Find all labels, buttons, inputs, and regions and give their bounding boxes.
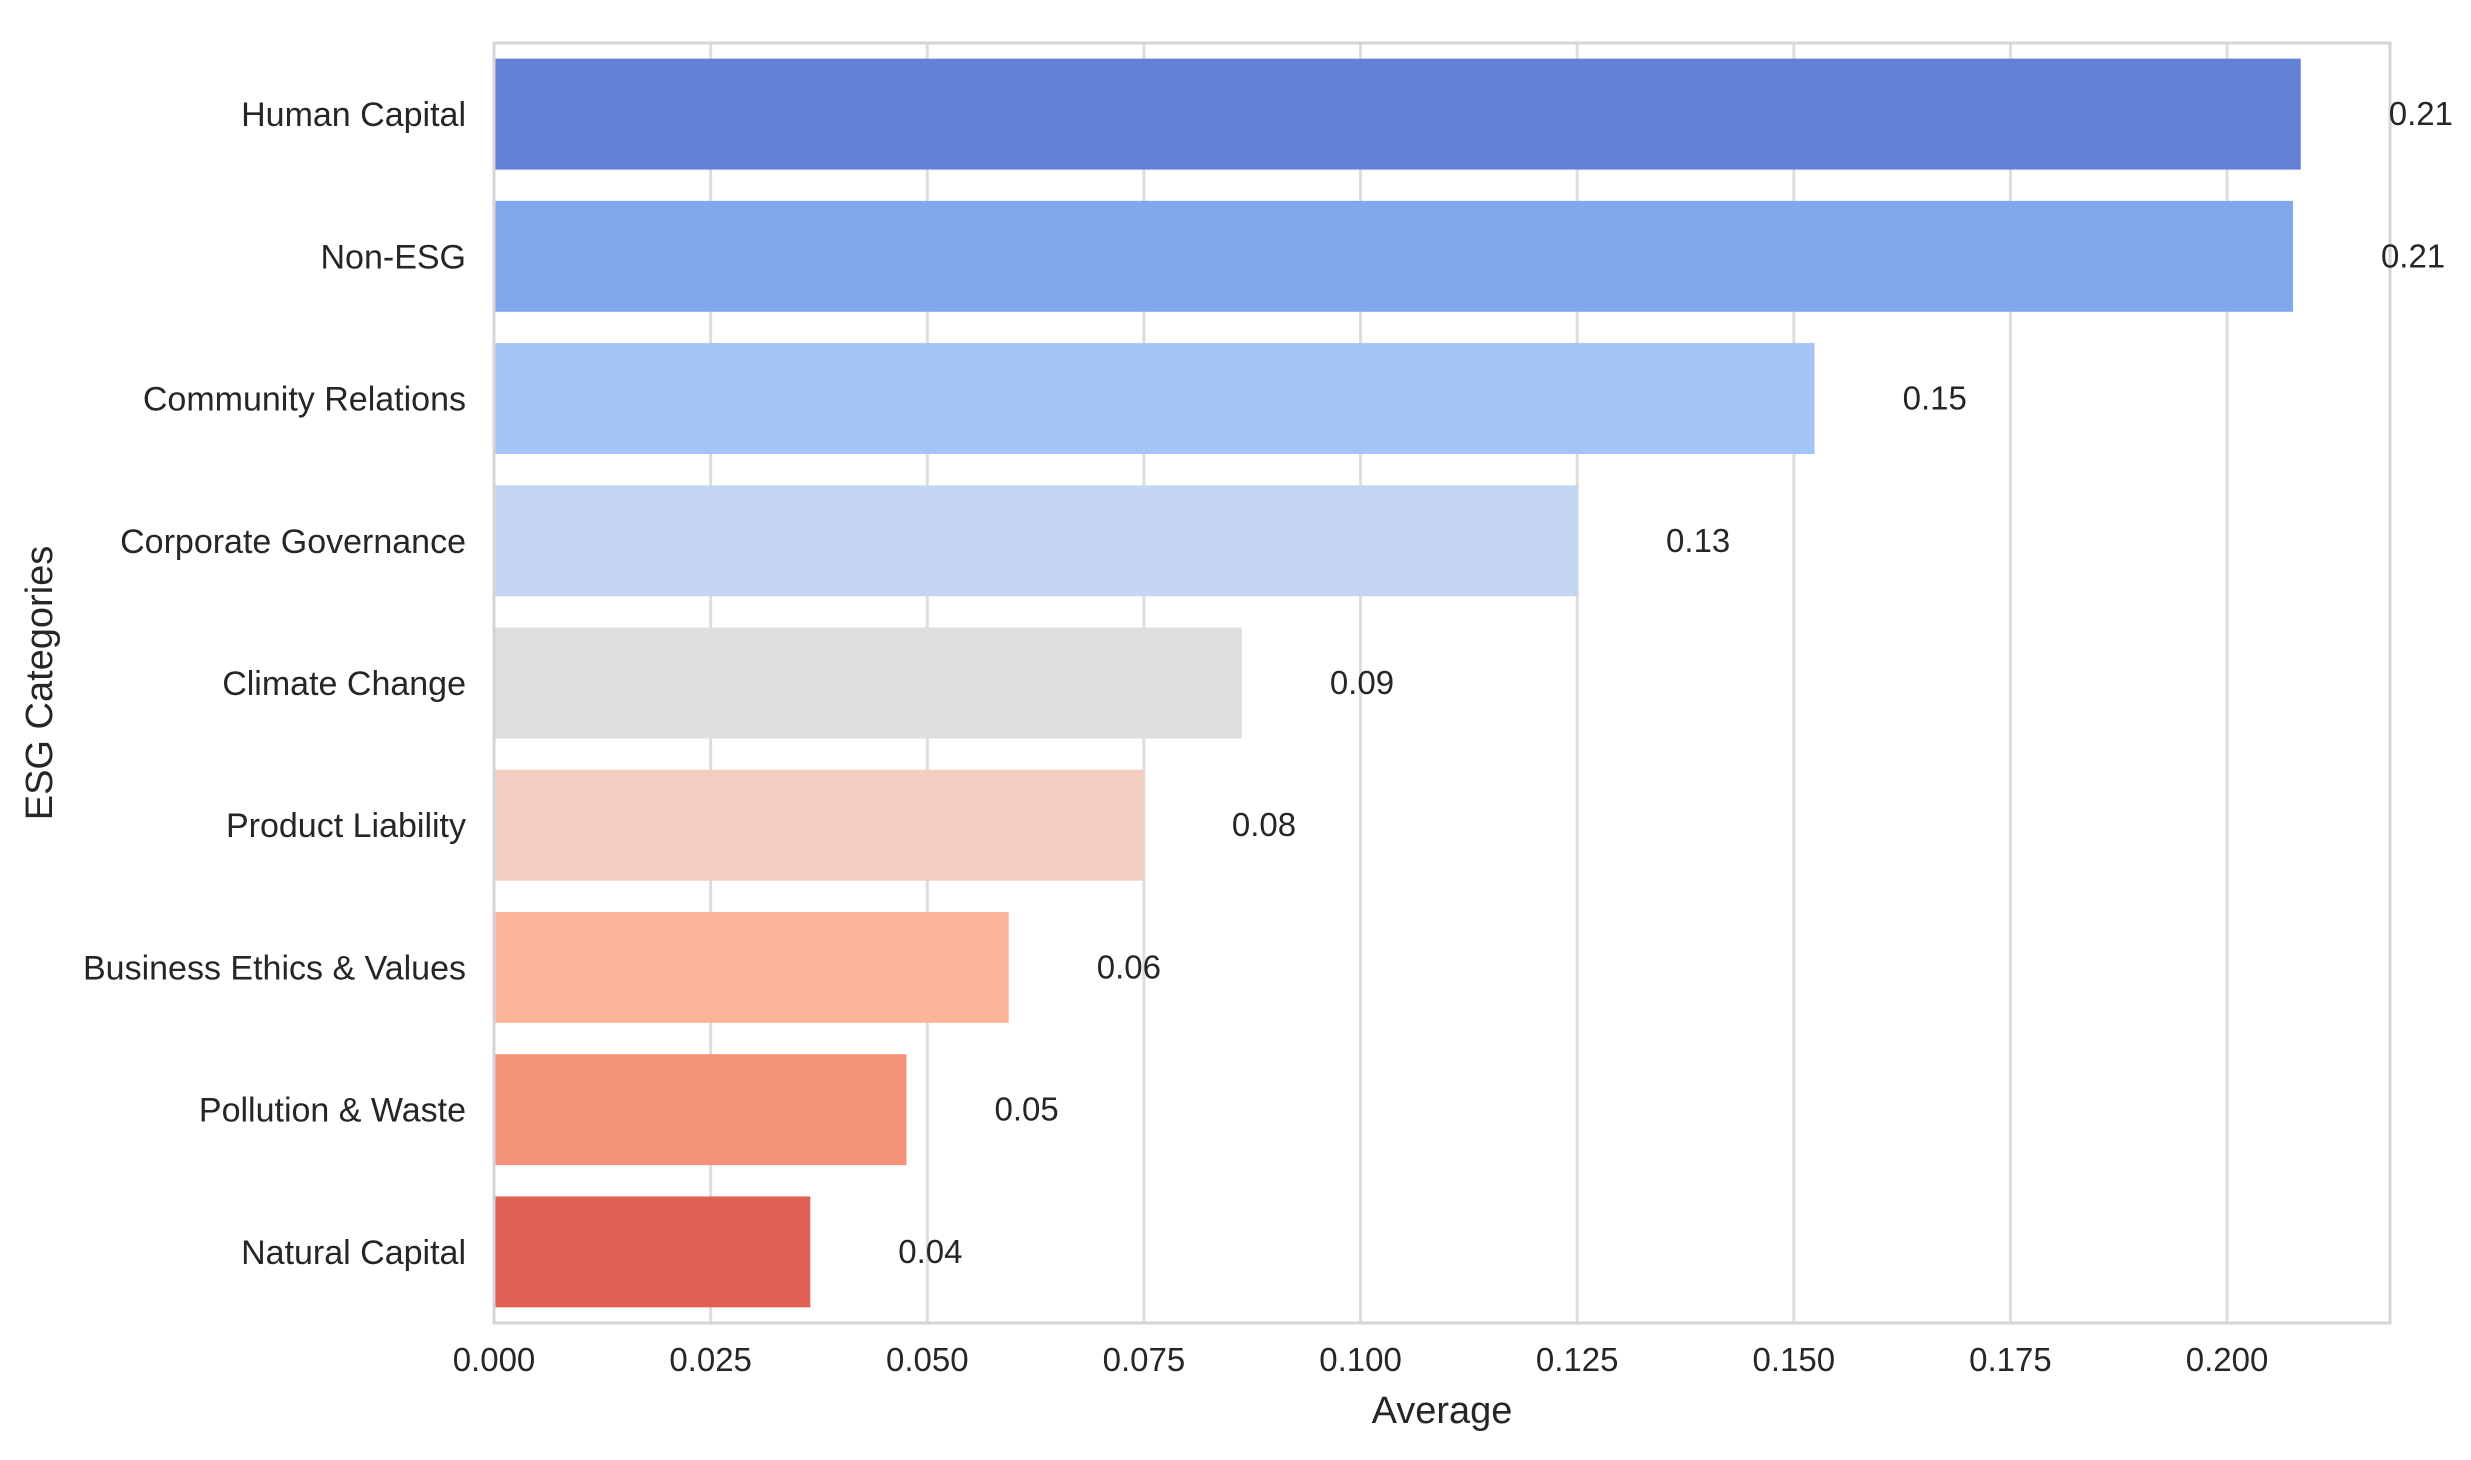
- bar: [494, 769, 1144, 881]
- value-label: 0.21: [2389, 95, 2453, 132]
- labels-layer: 0.000 0.025 0.050 0.075 0.100 0.125 0.150 0.175…: [83, 95, 2453, 1378]
- bar: [494, 58, 2301, 170]
- bar: [494, 343, 1815, 455]
- x-tick-label: 0.000: [453, 1341, 536, 1378]
- category-label: Climate Change: [222, 665, 466, 703]
- x-tick-label: 0.150: [1753, 1341, 1836, 1378]
- value-label: 0.04: [898, 1233, 962, 1270]
- category-label: Non-ESG: [321, 238, 467, 276]
- x-tick-label: 0.175: [1969, 1341, 2052, 1378]
- x-tick-label: 0.075: [1103, 1341, 1186, 1378]
- bar: [494, 485, 1579, 597]
- value-label: 0.21: [2381, 237, 2445, 274]
- category-label: Natural Capital: [241, 1234, 466, 1272]
- x-tick-label: 0.200: [2186, 1341, 2269, 1378]
- value-label: 0.13: [1666, 522, 1730, 559]
- category-label: Product Liability: [226, 807, 466, 845]
- plot-frame: [492, 41, 2392, 1325]
- value-label: 0.15: [1903, 380, 1967, 417]
- category-label: Business Ethics & Values: [83, 949, 466, 987]
- category-label: Pollution & Waste: [199, 1092, 466, 1130]
- x-tick-label: 0.100: [1319, 1341, 1402, 1378]
- x-tick-label: 0.050: [886, 1341, 969, 1378]
- category-label: Community Relations: [143, 381, 466, 419]
- category-label: Corporate Governance: [120, 523, 466, 561]
- bar: [494, 911, 1009, 1023]
- bar: [494, 200, 2293, 312]
- bar: [494, 627, 1242, 739]
- bar: [494, 1054, 907, 1166]
- bar: [494, 1196, 811, 1308]
- value-label: 0.08: [1232, 806, 1296, 843]
- value-label: 0.06: [1097, 948, 1161, 985]
- value-label: 0.05: [994, 1091, 1058, 1128]
- x-tick-label: 0.125: [1536, 1341, 1619, 1378]
- x-axis-title: Average: [1372, 1390, 1513, 1432]
- bars-layer: [494, 58, 2301, 1308]
- y-axis-title: ESG Categories: [19, 546, 61, 821]
- category-label: Human Capital: [241, 96, 466, 134]
- value-label: 0.09: [1330, 664, 1394, 701]
- x-tick-label: 0.025: [669, 1341, 752, 1378]
